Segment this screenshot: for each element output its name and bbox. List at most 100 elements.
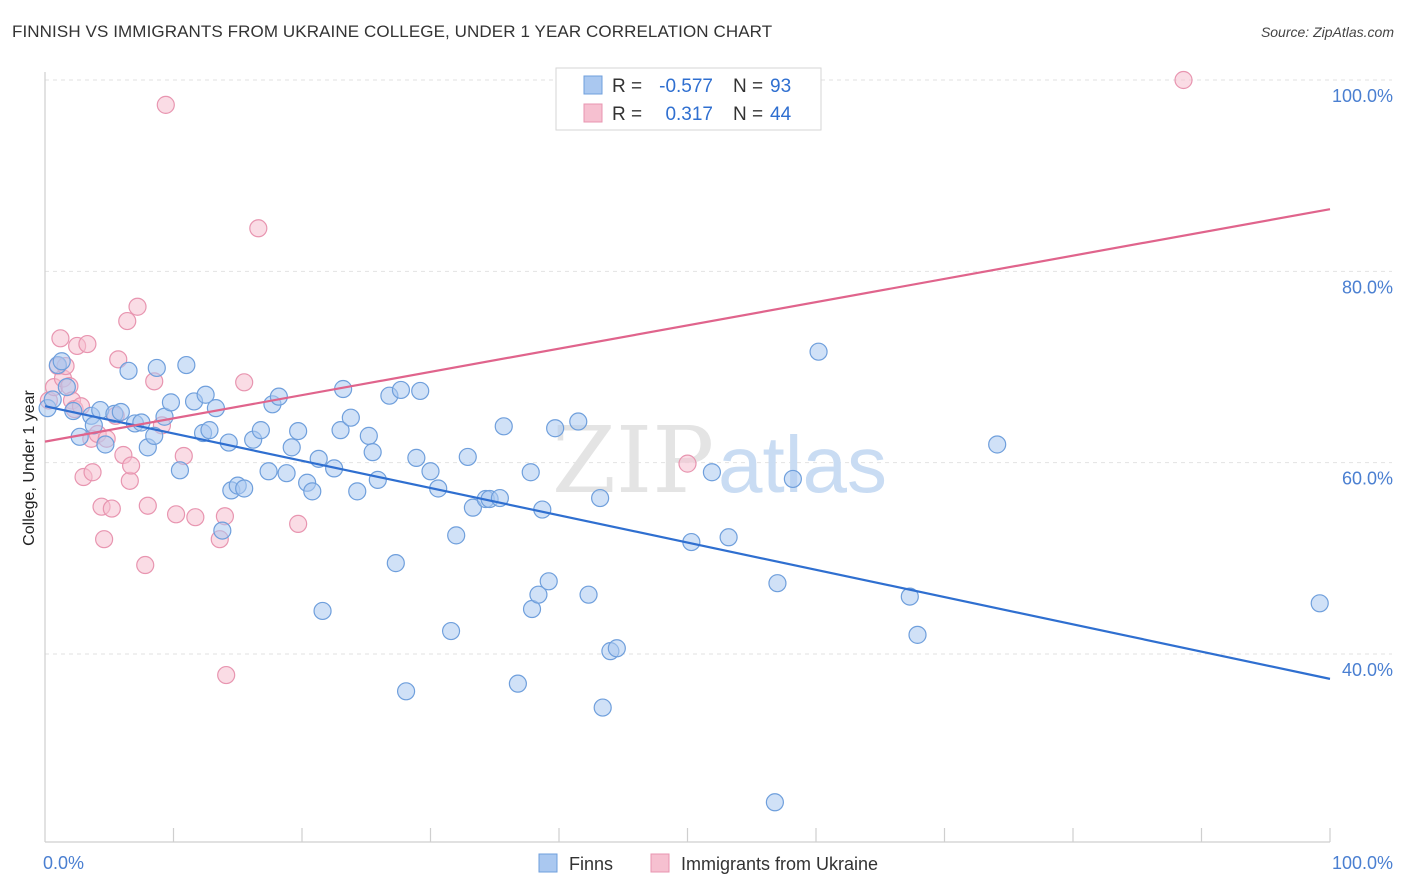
data-point (96, 435, 115, 454)
data-point (908, 625, 927, 644)
finns-points (38, 342, 1329, 812)
data-point (1310, 594, 1329, 613)
y-tick-label: 80.0% (1342, 277, 1393, 297)
data-point (363, 443, 382, 462)
data-point (359, 426, 378, 445)
legend-r-value-finns: -0.577 (659, 76, 713, 97)
data-point (331, 421, 350, 440)
data-point (145, 426, 164, 445)
data-point (109, 350, 128, 369)
data-point (235, 479, 254, 498)
data-point (138, 496, 157, 515)
watermark-atlas: atlas (718, 420, 887, 509)
data-point (235, 373, 254, 392)
data-point (607, 639, 626, 658)
data-point (161, 393, 181, 412)
data-point (458, 447, 477, 467)
data-point (463, 498, 483, 517)
data-point (196, 385, 215, 404)
data-point (529, 585, 548, 604)
data-point (348, 482, 367, 501)
data-point (111, 402, 130, 422)
data-point (136, 555, 155, 575)
legend-r-label-ukraine: R = (612, 104, 642, 125)
data-point (441, 621, 461, 641)
data-point (206, 399, 226, 418)
data-point (259, 462, 278, 481)
data-point (269, 387, 288, 406)
data-point (546, 419, 565, 438)
data-point (120, 471, 139, 490)
data-point (277, 464, 296, 483)
data-point (177, 355, 196, 375)
data-point (52, 352, 71, 371)
data-point (200, 421, 219, 440)
y-tick-labels: 40.0% 60.0% 80.0% 100.0% (1332, 86, 1393, 680)
trendlines (44, 208, 1331, 680)
data-point (368, 470, 387, 489)
data-point (249, 219, 268, 238)
bottom-legend-label-finns: Finns (569, 854, 613, 874)
x-tick-label-max: 100.0% (1332, 853, 1393, 873)
data-point (809, 342, 828, 361)
legend-n-value-finns: 93 (770, 76, 791, 97)
data-point (213, 521, 232, 540)
series-legend: Finns Immigrants from Ukraine (538, 853, 878, 874)
data-point (783, 469, 802, 489)
data-point (186, 508, 205, 527)
data-point (102, 499, 121, 518)
bottom-legend-swatch-ukraine (650, 853, 670, 873)
trendline-ukraine (44, 208, 1331, 443)
data-point (95, 530, 114, 549)
data-point (282, 438, 301, 457)
data-point (719, 528, 738, 547)
data-point (1174, 70, 1193, 90)
legend-r-value-ukraine: 0.317 (665, 104, 713, 125)
data-point (289, 514, 308, 533)
data-point (251, 421, 270, 440)
data-point (341, 408, 360, 427)
data-point (121, 456, 141, 475)
data-point (303, 482, 322, 501)
data-point (119, 361, 138, 380)
data-point (407, 448, 426, 467)
data-point (988, 435, 1007, 454)
source-label: Source: ZipAtlas.com (1260, 24, 1394, 40)
data-point (539, 572, 558, 591)
data-point (147, 358, 166, 378)
data-point (391, 380, 411, 400)
data-point (765, 793, 784, 812)
stats-legend: R = -0.577 N = 93 R = 0.317 N = 44 (555, 67, 822, 131)
y-axis-label: College, Under 1 year (21, 390, 38, 546)
bottom-legend-swatch-finns (538, 853, 558, 873)
data-point (51, 329, 70, 348)
data-point (166, 505, 186, 524)
y-tick-label: 100.0% (1332, 86, 1393, 106)
trendline-finns (44, 405, 1331, 680)
data-point (421, 462, 440, 481)
legend-r-label-finns: R = (612, 76, 642, 97)
data-point (494, 417, 513, 436)
data-point (900, 587, 919, 606)
data-point (118, 311, 137, 331)
legend-swatch-ukraine (583, 103, 603, 123)
data-point (170, 461, 190, 480)
data-point (289, 421, 308, 441)
ukraine-points (39, 70, 1193, 685)
y-tick-label: 40.0% (1342, 660, 1393, 680)
data-point (83, 463, 102, 482)
data-point (569, 412, 588, 431)
data-point (396, 682, 416, 701)
data-point (508, 674, 527, 693)
data-point (702, 463, 722, 482)
data-point (579, 585, 598, 604)
gridlines (45, 79, 1392, 655)
data-point (593, 698, 612, 717)
legend-swatch-finns (583, 75, 603, 95)
bottom-legend-label-ukraine: Immigrants from Ukraine (681, 854, 878, 874)
data-point (521, 463, 540, 482)
data-point (591, 488, 610, 508)
data-point (57, 377, 76, 397)
data-point (411, 381, 430, 401)
